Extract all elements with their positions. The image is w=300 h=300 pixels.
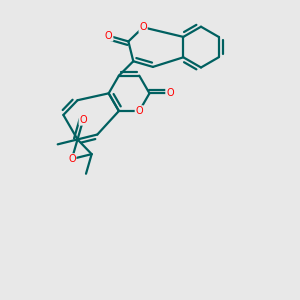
Text: O: O [68, 154, 76, 164]
Text: O: O [105, 31, 112, 41]
Text: O: O [136, 106, 143, 116]
Text: O: O [139, 22, 147, 32]
Text: O: O [80, 115, 87, 125]
Text: O: O [166, 88, 174, 98]
